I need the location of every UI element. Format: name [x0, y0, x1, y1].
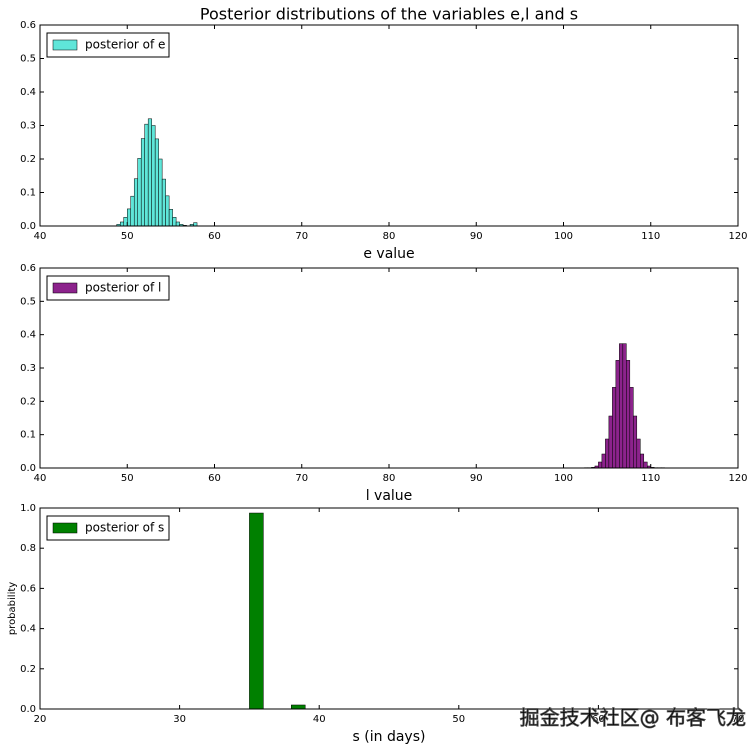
y-tick-label: 0.4: [20, 87, 36, 98]
histogram-bar: [598, 461, 603, 469]
histogram-bar: [144, 123, 149, 227]
histogram-bar: [643, 461, 648, 469]
histogram-bar: [165, 195, 170, 227]
x-tick-label: 60: [208, 231, 221, 242]
y-tick-label: 0.5: [20, 54, 36, 65]
x-tick-label: 40: [34, 231, 47, 242]
x-tick-label: 40: [34, 473, 47, 484]
histogram-bar: [133, 178, 138, 227]
y-tick-label: 0.6: [20, 263, 36, 274]
x-tick-label: 110: [641, 473, 660, 484]
x-tick-label: 20: [34, 714, 47, 725]
y-tick-label: 0.2: [20, 396, 36, 407]
chart-title: Posterior distributions of the variables…: [200, 5, 578, 24]
histogram-bar: [151, 125, 156, 227]
y-axis-label: probability: [7, 582, 18, 635]
histogram-bar: [154, 138, 159, 227]
histogram-bar: [601, 453, 606, 469]
x-axis-label: s (in days): [353, 729, 426, 745]
histogram-bar: [158, 158, 163, 227]
histogram-bar: [123, 217, 128, 227]
x-axis-label: e value: [363, 246, 414, 262]
y-tick-label: 0.0: [20, 221, 36, 232]
x-tick-label: 60: [592, 714, 605, 725]
x-tick-label: 80: [383, 231, 396, 242]
histogram-bar: [640, 453, 645, 469]
histogram-bar: [120, 221, 125, 227]
x-tick-label: 70: [295, 231, 308, 242]
legend-label: posterior of l: [85, 281, 161, 295]
histogram-bar: [147, 118, 152, 227]
histogram-bar: [127, 208, 131, 227]
legend-swatch: [52, 522, 78, 534]
legend-label: posterior of e: [85, 38, 165, 52]
legend-swatch: [52, 282, 78, 294]
x-tick-label: 90: [470, 231, 483, 242]
histogram-bar: [161, 178, 166, 227]
x-tick-label: 110: [641, 231, 660, 242]
y-tick-label: 1.0: [20, 503, 36, 514]
histogram-bar: [137, 158, 142, 227]
x-tick-label: 40: [313, 714, 326, 725]
histogram-bar: [249, 512, 264, 710]
histogram-bar: [636, 438, 641, 469]
histogram-bar: [608, 415, 613, 469]
histogram-bar: [168, 209, 173, 227]
x-axis-label: l value: [366, 488, 413, 504]
y-tick-label: 0.4: [20, 624, 36, 635]
x-tick-label: 90: [470, 473, 483, 484]
y-tick-label: 0.3: [20, 363, 36, 374]
histogram-bar: [193, 222, 198, 227]
histogram-bar: [615, 360, 620, 469]
y-tick-label: 0.8: [20, 543, 36, 554]
histogram-bar: [140, 138, 145, 227]
histogram-bar: [633, 415, 638, 469]
x-tick-label: 30: [173, 714, 186, 725]
x-tick-label: 70: [732, 714, 745, 725]
histogram-bar: [291, 704, 306, 710]
y-tick-label: 0.6: [20, 583, 36, 594]
y-tick-label: 0.1: [20, 188, 36, 199]
y-tick-label: 0.2: [20, 664, 36, 675]
histogram-bar: [622, 343, 627, 469]
x-tick-label: 100: [554, 231, 573, 242]
histogram-bar: [629, 387, 634, 469]
y-tick-label: 0.2: [20, 154, 36, 165]
x-tick-label: 50: [121, 473, 134, 484]
histogram-bar: [130, 195, 135, 227]
histogram-bar: [605, 438, 610, 469]
x-tick-label: 120: [728, 231, 747, 242]
x-tick-label: 70: [295, 473, 308, 484]
y-tick-label: 0.0: [20, 463, 36, 474]
y-tick-label: 0.4: [20, 330, 36, 341]
watermark: 掘金技术社区@ 布客飞龙: [520, 706, 746, 730]
x-tick-label: 100: [554, 473, 573, 484]
y-tick-label: 0.3: [20, 121, 36, 132]
x-tick-label: 80: [383, 473, 396, 484]
y-tick-label: 0.1: [20, 430, 36, 441]
y-tick-label: 0.5: [20, 296, 36, 307]
histogram-bar: [626, 360, 631, 469]
histogram-bar: [172, 217, 177, 227]
plot-frame: [39, 507, 739, 710]
histogram-bar: [612, 387, 617, 469]
y-tick-label: 0.0: [20, 704, 36, 715]
x-tick-label: 50: [452, 714, 465, 725]
histogram-bar: [619, 343, 624, 469]
histogram-bar: [175, 221, 180, 227]
x-tick-label: 120: [728, 473, 747, 484]
legend-label: posterior of s: [85, 521, 164, 535]
x-tick-label: 50: [121, 231, 134, 242]
x-tick-label: 60: [208, 473, 221, 484]
y-tick-label: 0.6: [20, 20, 36, 31]
legend-swatch: [52, 39, 78, 51]
